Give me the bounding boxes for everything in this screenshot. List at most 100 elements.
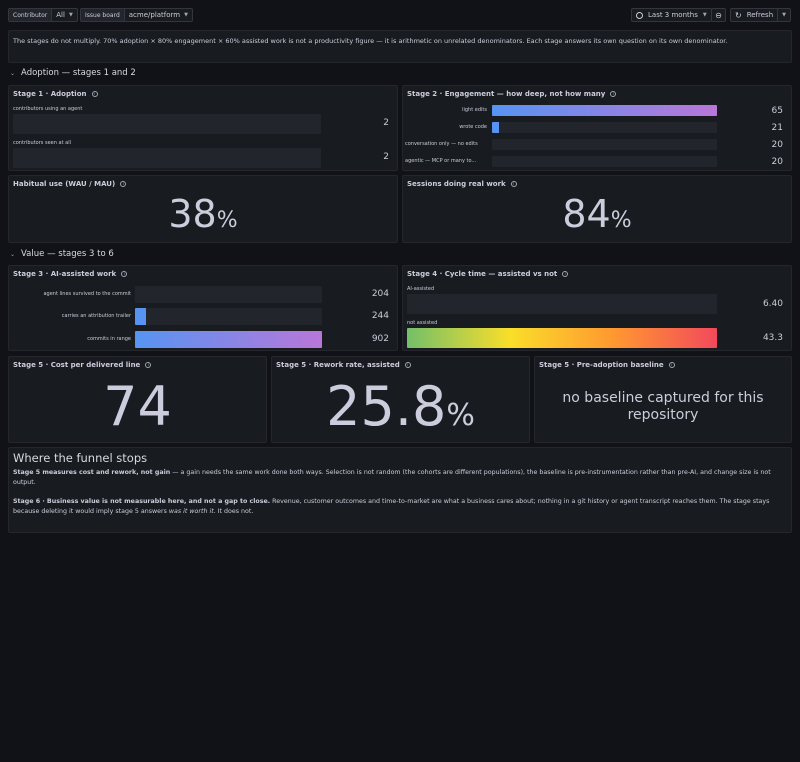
row-adoption-title: Adoption — stages 1 and 2 — [21, 68, 136, 78]
info-icon[interactable]: i — [120, 181, 127, 187]
info-icon[interactable]: i — [510, 181, 517, 187]
chevron-down-icon: ▼ — [702, 12, 707, 18]
sessions-value: 84 — [562, 192, 611, 236]
contributor-select[interactable]: All ▼ — [52, 11, 77, 19]
stage3-bar-value: 244 — [371, 311, 389, 321]
stage4-bar-value: 43.3 — [762, 333, 783, 343]
cost-title: Stage 5 · Cost per delivered line — [13, 361, 141, 369]
funnel-panel: Where the funnel stops Stage 5 measures … — [8, 447, 792, 533]
stage2-bar-fill — [492, 105, 717, 116]
habitual-value: 38 — [168, 192, 217, 236]
stage3-bar-label: commits in range — [87, 336, 131, 342]
info-icon[interactable]: i — [562, 271, 569, 277]
stage3-bar-track — [135, 331, 322, 348]
time-range-value: Last 3 months — [648, 11, 698, 19]
clock-icon — [636, 11, 643, 19]
stage3-bar-track — [135, 308, 322, 325]
funnel-heading: Where the funnel stops — [13, 451, 148, 465]
row-value[interactable]: ⌄ Value — stages 3 to 6 — [10, 249, 114, 259]
cost-panel: Stage 5 · Cost per delivered line i 74 — [8, 356, 267, 443]
stage2-bar-value: 21 — [771, 123, 783, 133]
baseline-value: no baseline captured for this repository — [562, 390, 764, 423]
funnel-paragraph-1: Stage 5 measures cost and rework, not ga… — [13, 468, 777, 488]
habitual-unit: % — [216, 208, 238, 233]
stage2-bar-track — [492, 156, 717, 167]
contributor-label: Contributor — [9, 9, 53, 21]
funnel-p1-rest: — a gain needs the same work done both w… — [13, 469, 771, 486]
funnel-p2-bold: Stage 6 · Business value is not measurab… — [13, 498, 271, 505]
stage1-bar-label: contributors using an agent — [13, 106, 83, 112]
time-picker[interactable]: Last 3 months ▼ — [631, 8, 712, 22]
stage2-bar-fill — [492, 122, 499, 133]
chevron-down-icon: ⌄ — [10, 250, 16, 258]
contributor-value: All — [56, 11, 65, 19]
funnel-p2-end: . It does not. — [213, 508, 254, 515]
issue-board-select[interactable]: acme/platform ▼ — [125, 11, 192, 19]
rework-unit: % — [446, 398, 475, 433]
rework-title: Stage 5 · Rework rate, assisted — [276, 361, 400, 369]
row-adoption[interactable]: ⌄ Adoption — stages 1 and 2 — [10, 68, 136, 78]
rework-stat: 25.8% — [272, 375, 529, 438]
zoom-out-icon: ⊖ — [715, 10, 722, 20]
info-icon[interactable]: i — [91, 91, 98, 97]
info-icon[interactable]: i — [610, 91, 617, 97]
refresh-label: Refresh — [746, 11, 774, 19]
stage2-bar-track — [492, 105, 717, 116]
info-icon[interactable]: i — [668, 362, 675, 368]
row-value-title: Value — stages 3 to 6 — [21, 249, 114, 259]
stage3-bar-value: 902 — [371, 334, 389, 344]
chevron-down-icon[interactable]: ▼ — [782, 12, 786, 18]
refresh-button[interactable]: ↻ Refresh ▼ — [730, 8, 791, 22]
note-panel: The stages do not multiply. 70% adoption… — [8, 30, 792, 63]
stage4-title: Stage 4 · Cycle time — assisted vs not — [407, 270, 558, 278]
stage3-bar-label: agent lines survived to the commit — [43, 291, 131, 297]
baseline-panel: Stage 5 · Pre-adoption baseline i no base… — [534, 356, 792, 443]
funnel-p1-bold: Stage 5 measures cost and rework, not ga… — [13, 469, 171, 476]
stage3-bar-track — [135, 286, 322, 303]
stage2-panel: Stage 2 · Engagement — how deep, not how… — [402, 85, 792, 171]
habitual-stat: 38% — [9, 192, 397, 236]
stage4-bar-value: 6.40 — [762, 299, 783, 309]
sessions-unit: % — [610, 208, 632, 233]
sessions-title: Sessions doing real work — [407, 180, 506, 188]
info-icon[interactable]: i — [145, 362, 152, 368]
funnel-paragraph-2: Stage 6 · Business value is not measurab… — [13, 497, 789, 517]
stage2-bar-track — [492, 139, 717, 150]
stage2-bar-label: agentic — MCP or many to... — [405, 158, 477, 164]
chevron-down-icon: ⌄ — [10, 69, 16, 77]
stage3-panel: Stage 3 · AI-assisted work i agent lines … — [8, 265, 398, 351]
stage1-title: Stage 1 · Adoption — [13, 90, 87, 98]
note-text: The stages do not multiply. 70% adoption… — [13, 37, 728, 45]
rework-value: 25.8 — [326, 375, 447, 438]
stage3-title: Stage 3 · AI-assisted work — [13, 270, 117, 278]
refresh-icon: ↻ — [735, 10, 742, 20]
habitual-title: Habitual use (WAU / MAU) — [13, 180, 116, 188]
cost-value: 74 — [103, 375, 172, 438]
stage4-panel: Stage 4 · Cycle time — assisted vs not i … — [402, 265, 792, 351]
info-icon[interactable]: i — [121, 271, 128, 277]
stage3-bar-fill — [135, 308, 147, 325]
issue-board-value: acme/platform — [128, 11, 181, 19]
stage4-bar-label: not assisted — [407, 320, 438, 326]
contributor-variable[interactable]: Contributor All ▼ — [8, 8, 78, 22]
stage2-title: Stage 2 · Engagement — how deep, not how… — [407, 90, 606, 98]
stage3-bar-fill — [135, 331, 322, 348]
issue-board-label: Issue board — [81, 9, 125, 21]
issue-board-variable[interactable]: Issue board acme/platform ▼ — [80, 8, 193, 22]
zoom-out-button[interactable]: ⊖ — [711, 8, 726, 22]
stage3-bar-label: carries an attribution trailer — [61, 313, 131, 319]
stage1-panel: Stage 1 · Adoption i contributors using a… — [8, 85, 398, 171]
funnel-p2-em: was it worth it — [168, 508, 214, 515]
sessions-stat: 84% — [403, 192, 791, 236]
habitual-panel: Habitual use (WAU / MAU) i 38% — [8, 175, 398, 243]
stage2-bar-track — [492, 122, 717, 133]
baseline-title: Stage 5 · Pre-adoption baseline — [539, 361, 664, 369]
stage1-bar-track — [13, 114, 321, 134]
stage2-bar-value: 20 — [771, 157, 783, 167]
info-icon[interactable]: i — [404, 362, 411, 368]
stage2-bar-value: 65 — [771, 106, 783, 116]
chevron-down-icon: ▼ — [68, 12, 73, 18]
stage1-bar-label: contributors seen at all — [13, 140, 71, 146]
stage4-bar-fill — [407, 328, 717, 348]
funnel-p2-rest: Revenue, customer outcomes and time-to-m… — [13, 498, 770, 515]
